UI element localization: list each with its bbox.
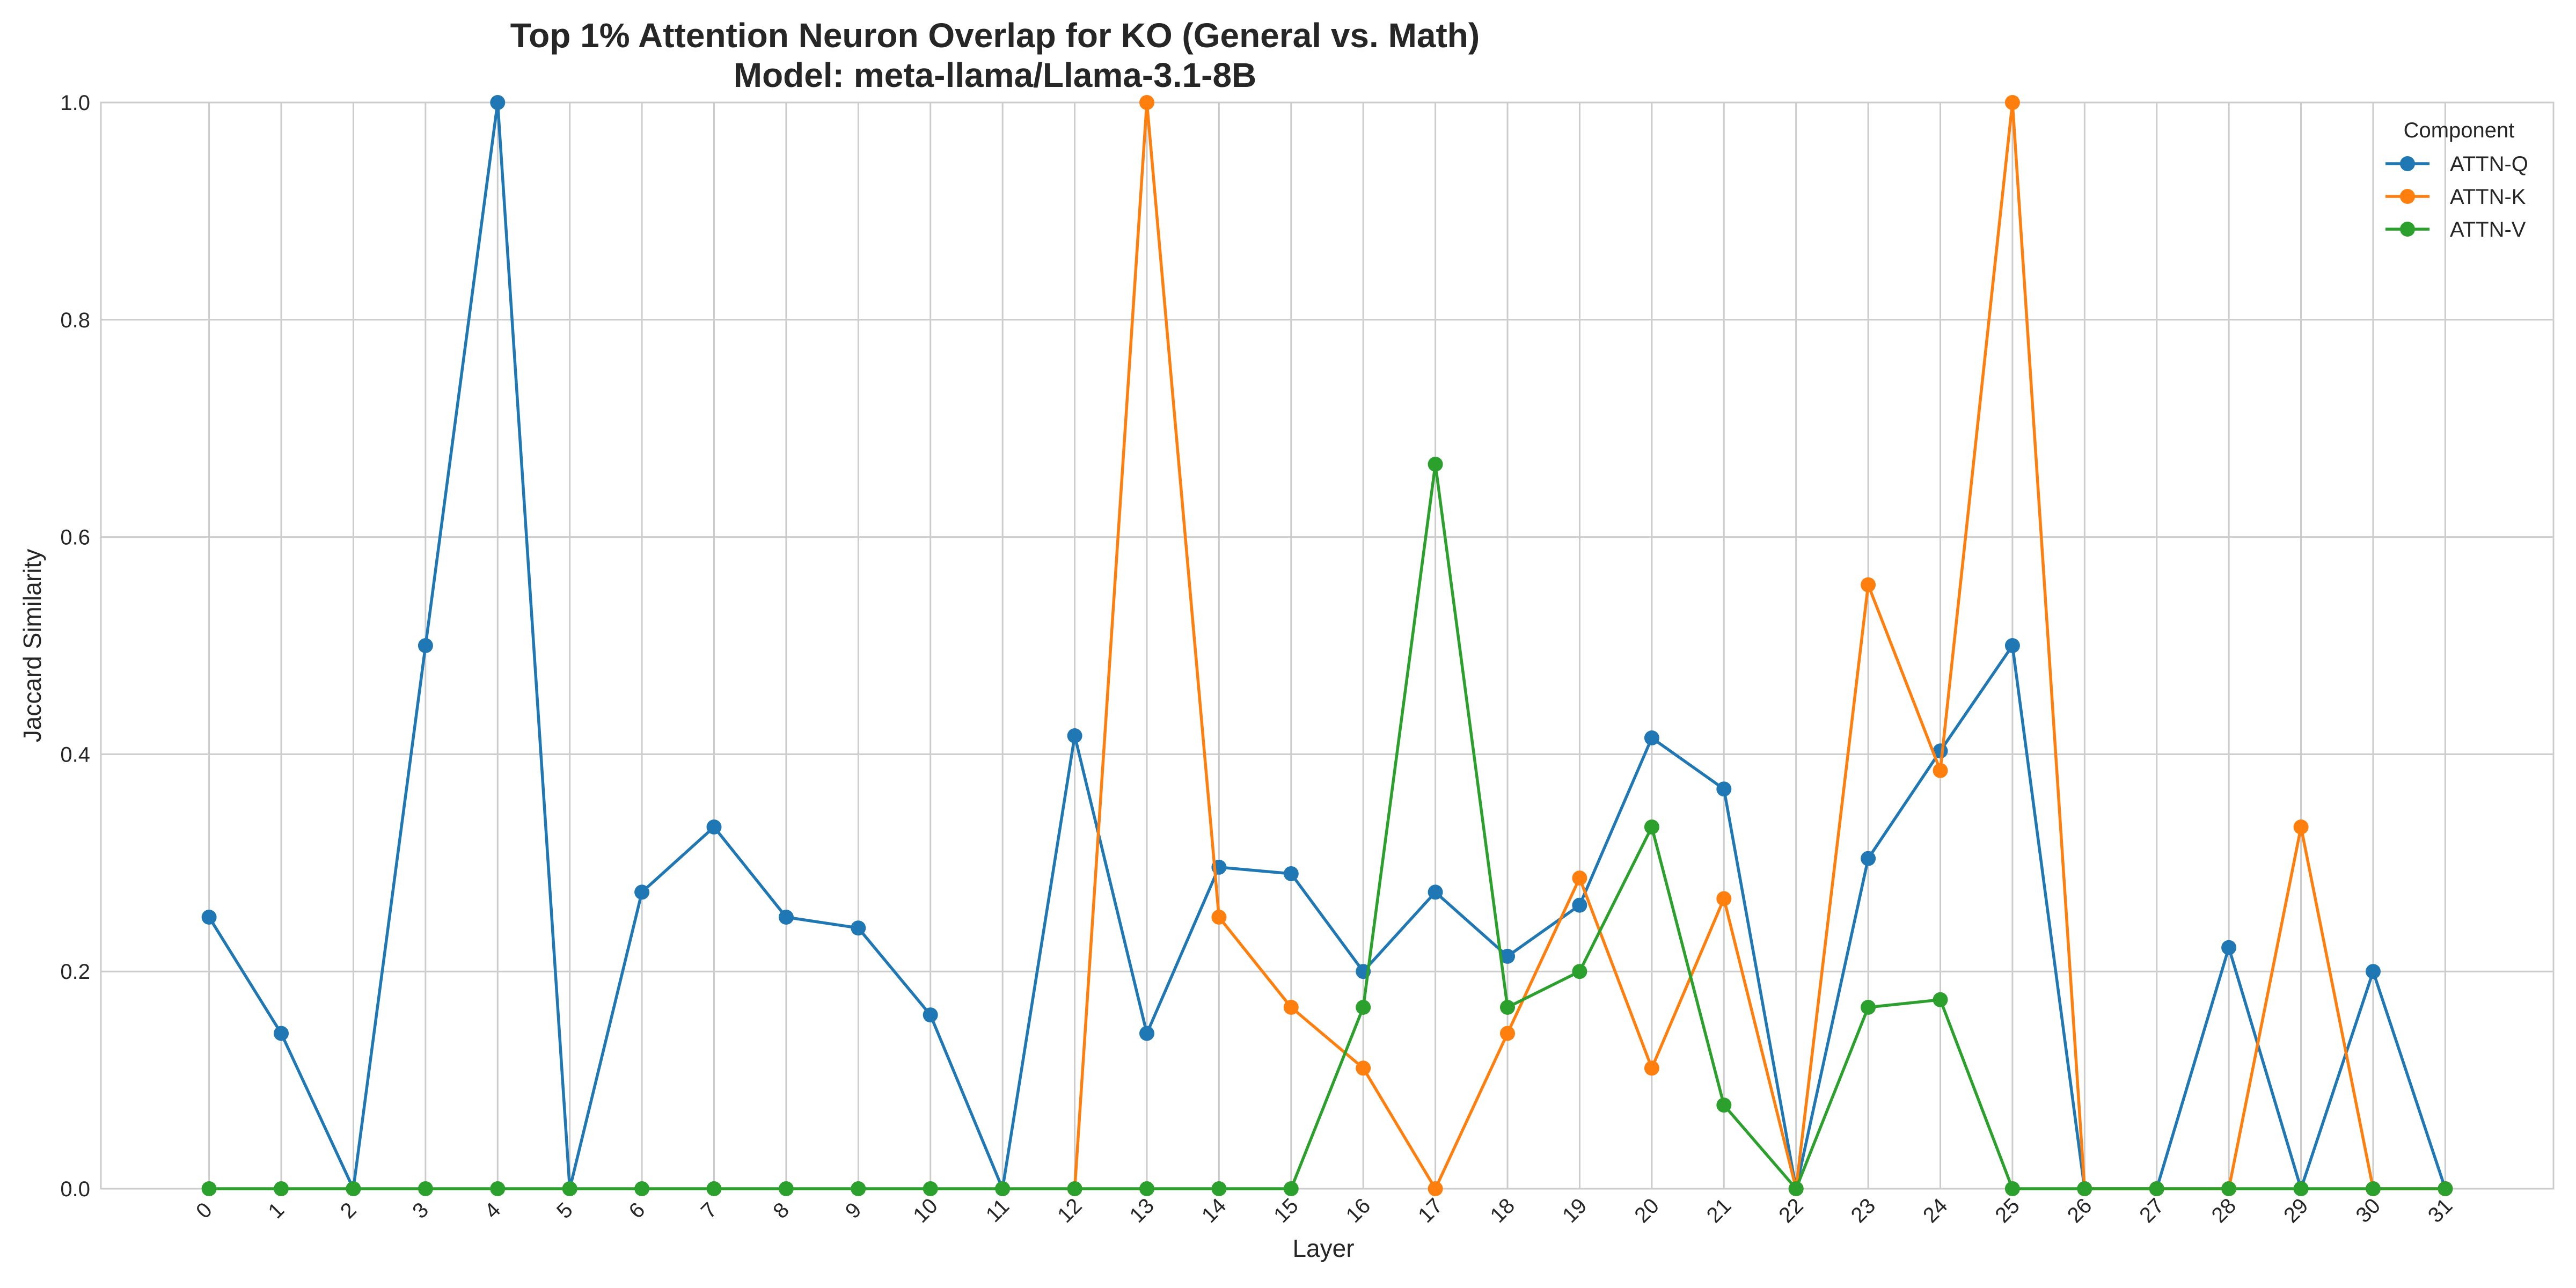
data-point-attn-q (2004, 638, 2020, 653)
y-tick-label: 0.0 (60, 1177, 90, 1201)
legend: Component ATTN-Q ATTN-K ATTN-V (2385, 119, 2528, 241)
series-line-attn-q (207, 101, 2447, 1190)
data-point-attn-v (1139, 1181, 1154, 1196)
data-point-attn-k (1356, 1060, 1371, 1076)
legend-label-attn-v: ATTN-V (2450, 218, 2526, 241)
data-point-attn-v (1861, 1000, 1876, 1015)
data-point-attn-v (778, 1181, 794, 1196)
data-point-attn-q (490, 95, 506, 110)
data-point-attn-v (2366, 1181, 2381, 1196)
chart-title: Top 1% Attention Neuron Overlap for KO (… (510, 16, 1480, 55)
data-point-attn-v (634, 1181, 650, 1196)
series-attn-q (201, 95, 2453, 1196)
data-point-attn-k (1572, 870, 1587, 886)
data-point-attn-v (1644, 819, 1659, 835)
data-point-attn-v (1788, 1181, 1804, 1196)
chart-subtitle: Model: meta-llama/Llama-3.1-8B (734, 56, 1257, 94)
data-point-attn-q (1283, 866, 1299, 881)
data-point-attn-v (1428, 457, 1443, 472)
data-point-attn-v (2004, 1181, 2020, 1196)
legend-marker-attn-k (2400, 189, 2415, 204)
data-point-attn-q (923, 1007, 938, 1023)
legend-item-attn-q: ATTN-Q (2385, 152, 2528, 176)
data-point-attn-q (2221, 940, 2237, 955)
data-point-attn-q (201, 910, 217, 925)
data-point-attn-q (274, 1026, 289, 1041)
legend-marker-attn-q (2400, 156, 2415, 171)
series-line-attn-v (207, 463, 2447, 1190)
data-point-attn-v (1716, 1097, 1732, 1113)
y-axis-ticks: 0.0 0.2 0.4 0.6 0.8 1.0 (60, 91, 90, 1201)
data-point-attn-v (851, 1181, 866, 1196)
data-point-attn-k (1861, 577, 1876, 592)
data-point-attn-v (995, 1181, 1011, 1196)
data-point-attn-v (346, 1181, 361, 1196)
data-point-attn-q (1644, 730, 1659, 745)
y-tick-label: 0.6 (60, 526, 90, 550)
y-tick-label: 1.0 (60, 91, 90, 115)
data-point-attn-k (1283, 1000, 1299, 1015)
legend-marker-attn-v (2400, 222, 2415, 237)
y-axis-label: Jaccard Similarity (18, 549, 46, 742)
x-axis-label: Layer (1292, 1234, 1354, 1262)
data-point-attn-q (418, 638, 433, 653)
legend-title: Component (2404, 119, 2515, 142)
data-point-attn-q (1428, 884, 1443, 900)
data-point-attn-v (706, 1181, 722, 1196)
data-point-attn-v (1283, 1181, 1299, 1196)
series-layer (201, 95, 2453, 1196)
data-point-attn-q (851, 920, 866, 936)
legend-label-attn-q: ATTN-Q (2450, 152, 2528, 176)
data-point-attn-q (706, 819, 722, 835)
legend-item-attn-k: ATTN-K (2385, 185, 2526, 209)
y-tick-label: 0.2 (60, 960, 90, 984)
data-point-attn-v (1067, 1181, 1082, 1196)
data-point-attn-q (1067, 728, 1082, 743)
data-point-attn-v (418, 1181, 433, 1196)
data-point-attn-k (1644, 1060, 1659, 1076)
data-point-attn-v (1356, 1000, 1371, 1015)
data-point-attn-k (1428, 1181, 1443, 1196)
data-point-attn-q (1139, 1026, 1154, 1041)
data-point-attn-q (1861, 851, 1876, 866)
data-point-attn-q (778, 910, 794, 925)
plot-frame (100, 101, 2555, 1190)
data-point-attn-q (634, 884, 650, 900)
legend-item-attn-v: ATTN-V (2385, 218, 2526, 241)
data-point-attn-v (1572, 964, 1587, 979)
data-point-attn-v (2293, 1181, 2309, 1196)
legend-label-attn-k: ATTN-K (2450, 185, 2526, 209)
y-tick-label: 0.4 (60, 743, 90, 766)
data-point-attn-k (1500, 1026, 1515, 1041)
data-point-attn-v (274, 1181, 289, 1196)
data-point-attn-v (562, 1181, 577, 1196)
data-point-attn-k (2293, 819, 2309, 835)
series-attn-v (201, 457, 2453, 1196)
data-point-attn-v (1500, 1000, 1515, 1015)
y-tick-label: 0.8 (60, 309, 90, 332)
data-point-attn-v (2077, 1181, 2092, 1196)
data-point-attn-v (923, 1181, 938, 1196)
data-point-attn-v (490, 1181, 506, 1196)
data-point-attn-q (1716, 781, 1732, 797)
data-point-attn-k (1716, 891, 1732, 906)
data-point-attn-v (201, 1181, 217, 1196)
legend-items: ATTN-Q ATTN-K ATTN-V (2385, 152, 2528, 241)
data-point-attn-k (2004, 95, 2020, 110)
data-point-attn-v (2221, 1181, 2237, 1196)
data-point-attn-v (2438, 1181, 2453, 1196)
data-point-attn-v (1933, 992, 1948, 1007)
data-point-attn-k (1933, 763, 1948, 778)
data-point-attn-q (1500, 948, 1515, 964)
data-point-attn-v (1211, 1181, 1227, 1196)
data-point-attn-k (1139, 95, 1154, 110)
data-point-attn-k (1211, 910, 1227, 925)
data-point-attn-v (2149, 1181, 2164, 1196)
data-point-attn-q (2366, 964, 2381, 979)
data-point-attn-q (1572, 897, 1587, 913)
